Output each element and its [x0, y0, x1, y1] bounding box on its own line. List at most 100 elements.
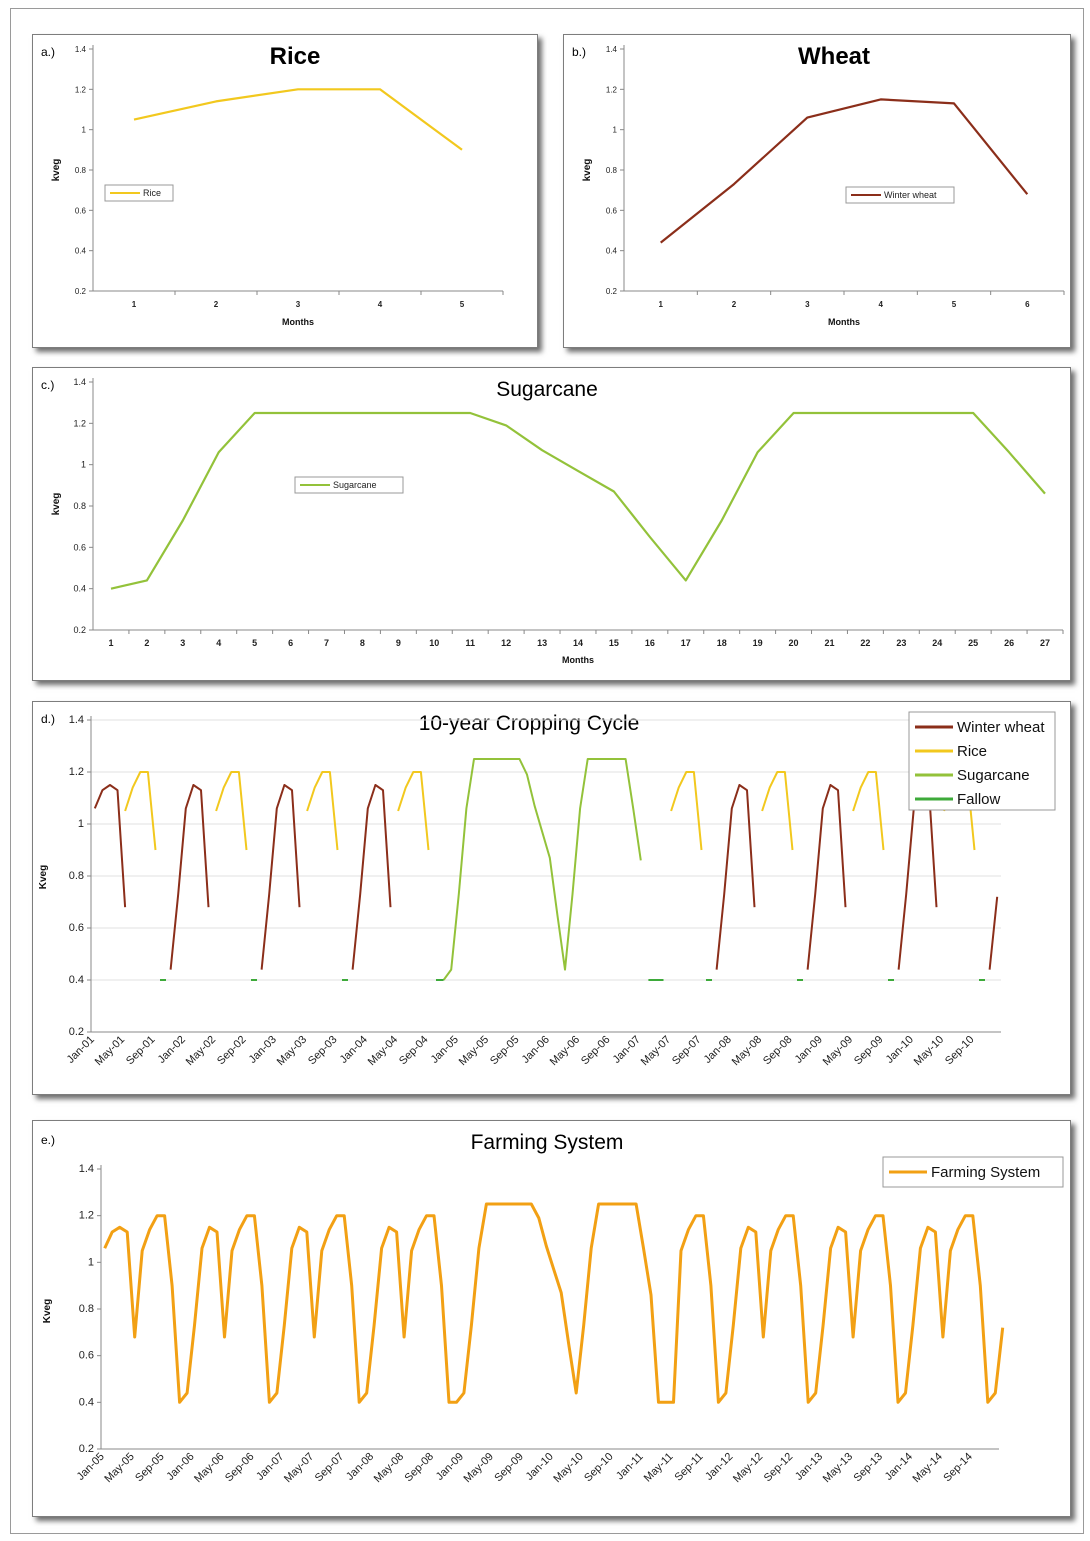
series-segment-winter-wheat [715, 784, 756, 970]
y-tick-label: 1 [78, 818, 84, 830]
y-tick-label: 0.6 [79, 1350, 94, 1362]
y-tick-label: 0.2 [75, 287, 87, 296]
series-segment-winter-wheat [169, 784, 210, 970]
y-tick-label: 0.4 [75, 247, 87, 256]
panel-label: e.) [41, 1133, 56, 1147]
x-tick-label: May-09 [462, 1451, 496, 1485]
x-tick-label: 14 [573, 638, 583, 648]
y-tick-label: 1.2 [606, 85, 618, 94]
x-tick-label: Jan-08 [344, 1451, 376, 1483]
legend-label: Fallow [957, 791, 1001, 808]
x-tick-label: May-10 [912, 1034, 946, 1068]
x-tick-label: 7 [324, 638, 329, 648]
x-tick-label: Jan-12 [703, 1451, 735, 1483]
y-tick-label: 1.2 [73, 418, 86, 428]
x-tick-label: Sep-08 [761, 1034, 795, 1068]
y-tick-label: 1.4 [606, 45, 618, 54]
x-tick-label: May-07 [639, 1034, 673, 1068]
x-tick-label: Sep-04 [397, 1034, 431, 1068]
x-tick-label: Jan-02 [156, 1034, 188, 1066]
y-tick-label: 1 [82, 126, 87, 135]
x-tick-label: Sep-10 [943, 1034, 977, 1068]
x-axis-label: Months [828, 317, 860, 327]
x-tick-label: Sep-11 [673, 1451, 706, 1484]
series-segment-winter-wheat [260, 784, 301, 970]
y-tick-label: 1.4 [75, 45, 87, 54]
x-tick-label: May-10 [551, 1451, 585, 1485]
y-axis-label: Kveg [42, 1299, 53, 1323]
x-tick-label: Jan-08 [702, 1034, 734, 1066]
y-tick-label: 1.4 [79, 1163, 94, 1175]
series-segment-winter-wheat [93, 784, 127, 908]
x-tick-label: 6 [288, 638, 293, 648]
legend-label: Sugarcane [333, 480, 377, 490]
y-tick-label: 1 [88, 1256, 94, 1268]
farming-system-chart-svg: 0.20.40.60.811.21.4KvegJan-05May-05Sep-0… [42, 1156, 1064, 1485]
x-tick-label: 2 [732, 300, 737, 309]
y-tick-label: 0.8 [75, 166, 87, 175]
x-axis-label: Months [562, 655, 594, 665]
y-tick-label: 0.2 [79, 1443, 94, 1455]
x-tick-label: Jan-10 [524, 1451, 556, 1483]
x-tick-label: Sep-10 [582, 1451, 616, 1485]
y-tick-label: 0.4 [69, 974, 84, 986]
x-tick-label: Jan-07 [611, 1034, 643, 1066]
x-tick-label: Sep-06 [579, 1034, 613, 1068]
x-tick-label: 20 [789, 638, 799, 648]
y-tick-label: 0.2 [73, 625, 86, 635]
chart-title: Farming System [470, 1131, 624, 1154]
chart-title: Sugarcane [496, 378, 598, 401]
x-tick-label: Jan-07 [254, 1451, 286, 1483]
rice-chart-svg: 0.2 0.4 0.6 0.8 1 1.2 1.4 kveg 1 2 3 4 5 Months Rice [51, 45, 504, 327]
x-tick-label: 19 [753, 638, 763, 648]
y-axis-label: kveg [51, 159, 62, 182]
x-tick-label: 3 [180, 638, 185, 648]
series-line-sugarcane [110, 411, 1046, 590]
panel-label: b.) [572, 45, 587, 59]
panel-label: d.) [41, 712, 56, 726]
x-tick-label: Jan-04 [338, 1034, 370, 1066]
series-line-farming-system [103, 1202, 1005, 1404]
x-tick-label: Sep-14 [941, 1451, 975, 1485]
x-tick-label: Sep-01 [124, 1034, 158, 1068]
x-tick-label: Sep-09 [492, 1451, 526, 1485]
panel-sugarcane-chart: c.) Sugarcane 0.2 0.4 0.6 0.8 1 1.2 1.4 kveg 1 2 3… [32, 367, 1071, 681]
series-segment-winter-wheat [988, 896, 999, 970]
series-segment-rice [124, 771, 157, 851]
series-segment-rice [761, 771, 794, 851]
x-tick-label: Jan-01 [65, 1034, 97, 1066]
x-tick-label: May-11 [642, 1451, 676, 1485]
series-segment-rice [215, 771, 248, 851]
panel-wheat-chart: b.) Wheat 0.2 0.4 0.6 0.8 1 1.2 1.4 kveg 1 2 3 4 5 6 M… [563, 34, 1071, 348]
figure-frame [10, 8, 1084, 1534]
x-tick-label: May-12 [731, 1451, 765, 1485]
x-tick-label: Jan-09 [793, 1034, 825, 1066]
y-tick-label: 0.4 [606, 247, 618, 256]
x-tick-label: Jan-13 [793, 1451, 825, 1483]
legend-label: Sugarcane [957, 767, 1030, 784]
x-tick-label: 26 [1004, 638, 1014, 648]
x-tick-label: 27 [1040, 638, 1050, 648]
x-tick-label: 15 [609, 638, 619, 648]
x-tick-label: 21 [824, 638, 834, 648]
x-tick-label: 22 [860, 638, 870, 648]
legend-label: Winter wheat [884, 190, 937, 200]
chart-title: Wheat [798, 43, 870, 70]
legend-label: Winter wheat [957, 719, 1045, 736]
panel-label: a.) [41, 45, 56, 59]
y-tick-label: 1.2 [79, 1210, 94, 1222]
legend-label: Farming System [931, 1164, 1040, 1181]
y-tick-label: 0.2 [606, 287, 618, 296]
x-tick-label: 24 [932, 638, 942, 648]
x-tick-label: 5 [460, 300, 465, 309]
panel-farming-system-chart: e.) Farming System 0.2 0.4 0.6 0.8 1 1.2 1.4 Kv… [32, 1120, 1071, 1517]
x-tick-label: 12 [501, 638, 511, 648]
y-tick-label: 1.2 [75, 85, 87, 94]
x-tick-label: 6 [1025, 300, 1030, 309]
y-tick-label: 1.4 [69, 714, 84, 726]
series-segment-rice [306, 771, 339, 851]
series-segment-rice [852, 771, 885, 851]
y-tick-label: 0.4 [73, 584, 86, 594]
x-tick-label: Sep-13 [852, 1451, 886, 1485]
x-tick-label: Sep-07 [670, 1034, 704, 1068]
